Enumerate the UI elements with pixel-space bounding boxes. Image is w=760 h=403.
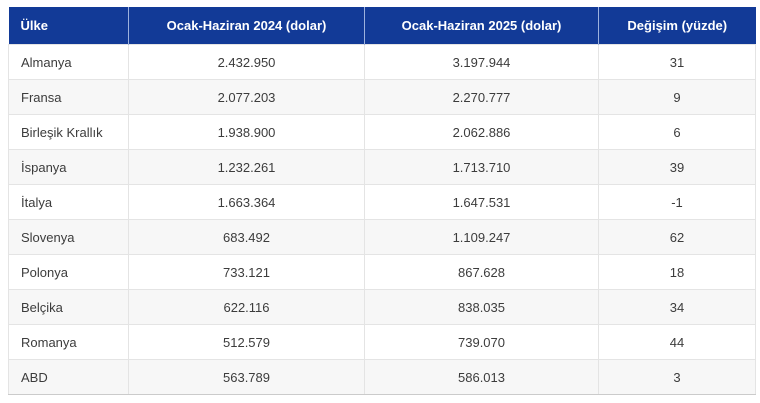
cell-change-pct: 62 <box>598 219 756 255</box>
table-row: ABD 563.789 586.013 3 <box>8 359 756 395</box>
cell-country: Almanya <box>8 44 129 80</box>
cell-2025-value: 739.070 <box>364 324 599 360</box>
cell-change-pct: 44 <box>598 324 756 360</box>
cell-change-pct: 34 <box>598 289 756 325</box>
country-export-table-container: Ülke Ocak-Haziran 2024 (dolar) Ocak-Hazi… <box>8 7 756 395</box>
cell-2024-value: 1.938.900 <box>128 114 365 150</box>
table-row: Slovenya 683.492 1.109.247 62 <box>8 219 756 255</box>
cell-2025-value: 1.647.531 <box>364 184 599 220</box>
cell-country: Birleşik Krallık <box>8 114 129 150</box>
table-header-row: Ülke Ocak-Haziran 2024 (dolar) Ocak-Hazi… <box>8 7 756 45</box>
cell-2025-value: 1.109.247 <box>364 219 599 255</box>
table-row: Belçika 622.116 838.035 34 <box>8 289 756 325</box>
cell-2024-value: 2.077.203 <box>128 79 365 115</box>
cell-change-pct: -1 <box>598 184 756 220</box>
table-row: Almanya 2.432.950 3.197.944 31 <box>8 44 756 80</box>
table-row: İtalya 1.663.364 1.647.531 -1 <box>8 184 756 220</box>
cell-change-pct: 6 <box>598 114 756 150</box>
table-row: İspanya 1.232.261 1.713.710 39 <box>8 149 756 185</box>
cell-change-pct: 9 <box>598 79 756 115</box>
cell-2024-value: 733.121 <box>128 254 365 290</box>
cell-2025-value: 1.713.710 <box>364 149 599 185</box>
cell-country: Belçika <box>8 289 129 325</box>
cell-2025-value: 867.628 <box>364 254 599 290</box>
cell-change-pct: 3 <box>598 359 756 395</box>
cell-change-pct: 31 <box>598 44 756 80</box>
cell-2025-value: 3.197.944 <box>364 44 599 80</box>
cell-2024-value: 512.579 <box>128 324 365 360</box>
cell-2024-value: 563.789 <box>128 359 365 395</box>
table-row: Polonya 733.121 867.628 18 <box>8 254 756 290</box>
cell-2025-value: 838.035 <box>364 289 599 325</box>
country-export-table: Ülke Ocak-Haziran 2024 (dolar) Ocak-Hazi… <box>8 7 756 395</box>
cell-2024-value: 2.432.950 <box>128 44 365 80</box>
table-row: Romanya 512.579 739.070 44 <box>8 324 756 360</box>
cell-country: Polonya <box>8 254 129 290</box>
cell-country: Romanya <box>8 324 129 360</box>
cell-country: İtalya <box>8 184 129 220</box>
cell-2025-value: 2.062.886 <box>364 114 599 150</box>
cell-2024-value: 622.116 <box>128 289 365 325</box>
cell-2025-value: 586.013 <box>364 359 599 395</box>
column-header-change-pct: Değişim (yüzde) <box>598 7 756 45</box>
cell-change-pct: 39 <box>598 149 756 185</box>
column-header-country: Ülke <box>8 7 129 45</box>
cell-2024-value: 1.232.261 <box>128 149 365 185</box>
table-row: Birleşik Krallık 1.938.900 2.062.886 6 <box>8 114 756 150</box>
column-header-2024-usd: Ocak-Haziran 2024 (dolar) <box>128 7 365 45</box>
cell-country: Fransa <box>8 79 129 115</box>
table-row: Fransa 2.077.203 2.270.777 9 <box>8 79 756 115</box>
cell-country: Slovenya <box>8 219 129 255</box>
cell-change-pct: 18 <box>598 254 756 290</box>
cell-country: İspanya <box>8 149 129 185</box>
cell-2024-value: 1.663.364 <box>128 184 365 220</box>
cell-country: ABD <box>8 359 129 395</box>
column-header-2025-usd: Ocak-Haziran 2025 (dolar) <box>364 7 599 45</box>
cell-2024-value: 683.492 <box>128 219 365 255</box>
cell-2025-value: 2.270.777 <box>364 79 599 115</box>
